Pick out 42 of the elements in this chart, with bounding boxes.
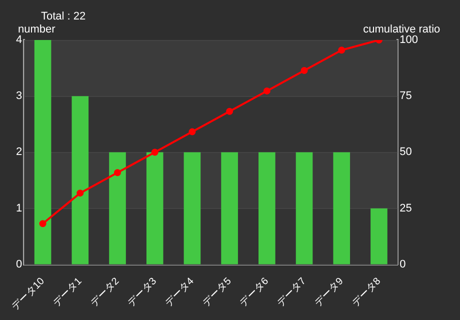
bar	[296, 152, 313, 264]
y-tick-label: 4	[16, 34, 22, 46]
bar	[370, 208, 388, 264]
bar	[221, 152, 238, 264]
chart-title: Total : 22	[41, 10, 86, 23]
y-tick-label: 0	[16, 258, 22, 270]
bar	[258, 152, 276, 264]
y2-tick-label: 75	[400, 90, 412, 102]
y2-tick-label: 100	[400, 34, 418, 46]
x-tick-label: データ6	[238, 276, 272, 309]
bar	[109, 152, 126, 264]
point	[188, 128, 196, 136]
y2-tick-label: 0	[400, 258, 406, 270]
y-tick-label: 3	[16, 90, 22, 102]
y-tick-label: 1	[16, 202, 22, 214]
point	[338, 46, 346, 54]
x-tick-label: データ4	[163, 276, 197, 309]
x-tick-label: データ8	[350, 276, 384, 309]
x-tick-label: データ7	[275, 276, 309, 309]
x-tick-label: データ3	[126, 276, 160, 309]
bar	[184, 152, 201, 264]
bar	[333, 152, 350, 264]
x-tick-label: データ2	[88, 276, 122, 309]
y2-tick-label: 50	[400, 146, 412, 158]
point	[226, 108, 234, 115]
y-tick-label: 2	[16, 146, 22, 158]
bar	[72, 96, 89, 264]
bar	[146, 152, 164, 264]
x-tick-label: データ1	[51, 276, 85, 309]
bar	[34, 40, 52, 264]
point	[76, 190, 84, 197]
y2-tick-label: 25	[400, 202, 412, 214]
point	[263, 87, 270, 94]
x-tick-label: データ5	[200, 276, 234, 309]
point	[151, 148, 158, 156]
y2-axis-title: cumulative ratio	[363, 24, 440, 36]
point	[300, 67, 308, 74]
point	[114, 169, 121, 176]
y-axis-title: number	[18, 24, 56, 36]
x-tick-label: データ10	[10, 276, 48, 313]
x-tick-label: データ9	[312, 276, 346, 309]
point	[39, 220, 46, 228]
